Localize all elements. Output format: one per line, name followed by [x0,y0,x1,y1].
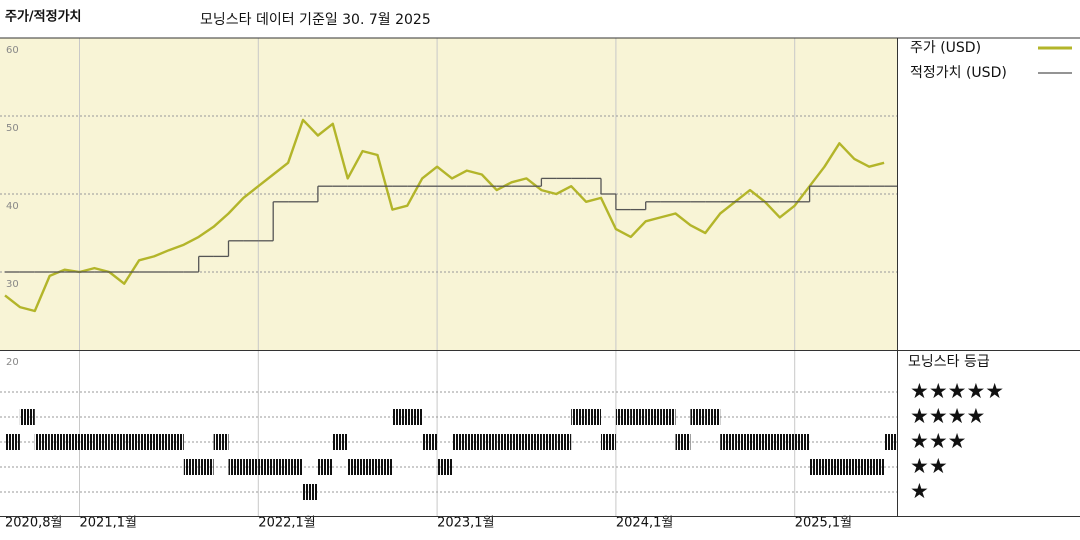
rating-bar [526,434,542,450]
rating-bar [735,434,750,450]
rating-bar [839,459,855,475]
rating-bar [94,434,110,450]
rating-bar [794,434,810,450]
rating-bar [317,459,333,475]
rating-bar [258,459,274,475]
rating-bar [660,409,676,425]
rating-bar [273,459,289,475]
rating-bar [720,434,736,450]
rating-bar [362,459,378,475]
rating-bar [764,434,780,450]
rating-bar [243,459,259,475]
legend-label: 주가 (USD) [910,40,981,56]
x-tick-label: 2025,1월 [795,516,852,531]
rating-bar [541,434,557,450]
rating-legend-label: ★★★ [910,429,966,453]
rating-bar [809,459,825,475]
rating-bar [615,409,631,425]
rating-bar [19,409,35,425]
rating-bar [392,409,408,425]
rating-bar [422,434,438,450]
rating-bar [437,459,452,475]
chart-subtitle: 모닝스타 데이터 기준일 30. 7월 2025 [200,12,431,28]
rating-bar [705,409,721,425]
rating-bar [303,484,318,500]
rating-bar [139,434,154,450]
rating-bar [154,434,169,450]
rating-legend-label: ★ [910,479,929,503]
rating-bar [824,459,840,475]
rating-bar [213,434,229,450]
x-tick-label: 2022,1월 [258,516,315,531]
rating-bar [64,434,80,450]
legend-label: 적정가치 (USD) [910,65,1007,81]
price-line [4,118,885,313]
x-tick-label: 2024,1월 [616,516,673,531]
rating-bar [124,434,140,450]
rating-bar [481,434,497,450]
rating-bar [884,434,897,450]
frame [0,37,1080,517]
y-tick-label: 40 [6,201,19,212]
y-tick-label: 50 [6,123,19,134]
rating-bar [571,409,587,425]
x-tick-label: 2021,1월 [80,516,137,531]
rating-bar [168,434,184,450]
rating-bar [79,434,95,450]
rating-legend-label: ★★★★ [910,404,985,428]
rating-bar [198,459,214,475]
y-tick-label: 60 [6,45,19,56]
rating-bar [854,459,870,475]
rating-bar [5,434,20,450]
rating-bar [779,434,795,450]
rating-bar [645,409,661,425]
rating-bar [109,434,125,450]
rating-bar [601,434,616,450]
rating-bar [332,434,348,450]
rating-bar [690,409,706,425]
rating-bar [407,409,423,425]
rating-bar [228,459,244,475]
rating-title: 모닝스타 등급 [908,354,990,370]
x-tick-label: 2023,1월 [437,516,494,531]
rating-bar [586,409,601,425]
y-tick-label: 30 [6,279,19,290]
rating-bar [466,434,482,450]
rating-bar [347,459,363,475]
rating-bar [869,459,885,475]
rating-bar [288,459,303,475]
rating-bar [496,434,512,450]
rating-bar [34,434,50,450]
rating-bar [511,434,527,450]
rating-bar [452,434,467,450]
rating-legend-label: ★★ [910,454,948,478]
chart-title: 주가/적정가치 [5,9,82,25]
y-tick-label: 20 [6,357,19,368]
rating-bar [183,459,199,475]
rating-bar [49,434,65,450]
rating-bar [750,434,765,450]
rating-bar [556,434,572,450]
rating-bar [675,434,691,450]
rating-bar [377,459,393,475]
rating-legend-label: ★★★★★ [910,379,1004,403]
rating-bar [630,409,646,425]
x-tick-label: 2020,8월 [5,516,62,531]
